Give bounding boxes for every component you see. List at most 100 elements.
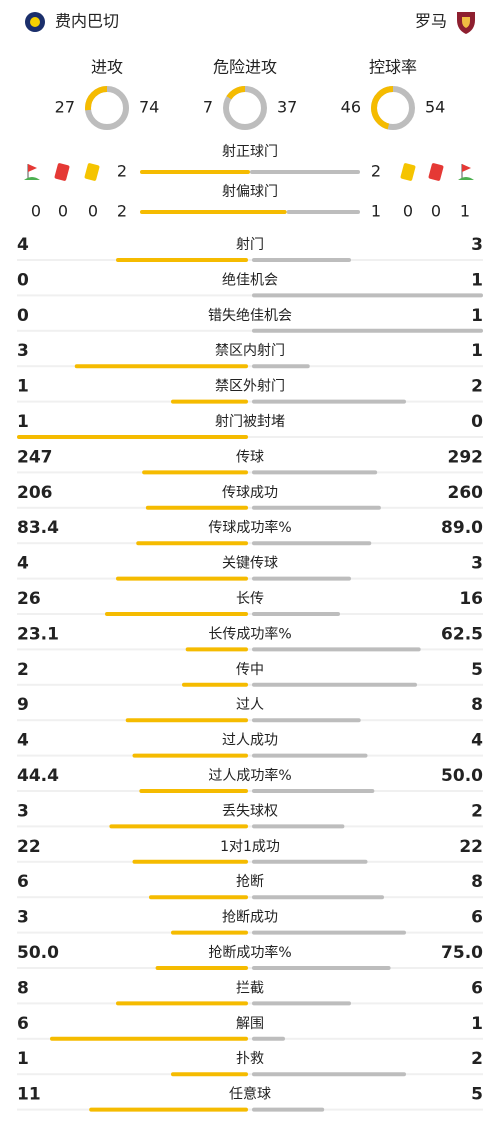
stat-track: [17, 613, 483, 615]
stat-home: 4: [17, 731, 29, 751]
stat-home-bar: [74, 364, 248, 369]
away-red-card-icon: [428, 163, 444, 181]
stat-home-bar: [145, 505, 248, 510]
stat-home: 1: [17, 412, 29, 432]
stat-away-bar: [252, 1001, 351, 1006]
stat-home: 6: [17, 872, 29, 892]
stat-track: [17, 259, 483, 261]
stat-away-bar: [252, 505, 381, 510]
stat-label: 射门被封堵: [215, 414, 285, 430]
stat-away-bar: [252, 859, 368, 864]
away-yellow-card-icon: [400, 163, 416, 181]
stat-home-bar: [149, 895, 248, 900]
stat-away-bar: [252, 930, 406, 935]
stat-home-bar: [125, 718, 248, 723]
stat-away-bar: [252, 541, 372, 546]
stat-track: [17, 329, 483, 332]
stat-away-bar: [252, 682, 417, 687]
home-red-card-icon: [54, 163, 70, 181]
stat-away-bar: [252, 328, 483, 333]
stat-track: [17, 542, 483, 545]
donut-home: 27: [55, 98, 75, 117]
stat-home-bar: [155, 966, 248, 970]
stat-home: 2: [17, 660, 29, 680]
stat-home: 1: [17, 377, 29, 397]
away-corner-icon: [458, 164, 474, 180]
stat-away-bar: [252, 647, 421, 652]
stat-away-bar: [252, 399, 406, 404]
stat-away: 1: [471, 306, 483, 326]
stat-away: 62.5: [441, 624, 483, 644]
stat-track: [17, 1002, 483, 1005]
stat-away-bar: [252, 789, 375, 793]
stat-away-bar: [252, 1072, 406, 1077]
shot-home: 2: [117, 162, 127, 181]
stat-track: [17, 1037, 483, 1040]
stat-away-bar: [252, 753, 368, 758]
stat-home-bar: [105, 612, 248, 616]
stat-home-bar: [182, 682, 248, 687]
stat-home: 22: [17, 837, 41, 857]
stat-home-bar: [116, 258, 248, 262]
stat-home-bar: [185, 647, 248, 652]
stat-label: 过人成功率%: [208, 767, 291, 784]
stat-home: 3: [17, 908, 29, 928]
stat-track: [17, 790, 483, 792]
home-logo-inner: [30, 17, 40, 27]
stat-home: 11: [17, 1085, 41, 1105]
stat-track: [17, 1108, 483, 1111]
stat-track: [17, 683, 483, 686]
stat-home-bar: [109, 824, 249, 829]
stat-away: 6: [471, 978, 483, 998]
stat-track: [17, 400, 483, 403]
stat-track: [17, 719, 483, 722]
stat-label: 长传成功率%: [208, 625, 291, 642]
stat-home: 206: [17, 483, 53, 503]
shot-home: 2: [117, 202, 127, 221]
stat-home: 247: [17, 447, 53, 467]
stat-away-bar: [252, 824, 345, 829]
stat-label: 丢失球权: [222, 803, 278, 819]
shot-home-bar: [140, 170, 250, 174]
donut-home: 46: [341, 98, 361, 117]
home-corner-icon: [24, 164, 40, 180]
stat-away-bar: [252, 364, 310, 369]
stat-home-bar: [50, 1036, 248, 1041]
stat-track: [17, 471, 483, 474]
stat-label: 传球: [236, 449, 264, 465]
stat-label: 任意球: [229, 1086, 271, 1103]
stat-away-bar: [252, 966, 391, 970]
stat-away: 292: [448, 447, 484, 467]
donut-away: 37: [277, 98, 297, 117]
stat-label: 1对1成功: [220, 839, 280, 855]
stat-home-bar: [116, 576, 248, 581]
stat-away: 22: [459, 837, 483, 857]
stat-home: 50.0: [17, 943, 59, 963]
stat-away: 3: [471, 554, 483, 574]
shot-away: 2: [371, 162, 381, 181]
stat-away: 4: [471, 731, 483, 751]
stat-away: 260: [448, 483, 484, 503]
away-team: 罗马: [415, 12, 447, 31]
stat-away-bar: [252, 718, 361, 723]
stat-label: 抢断成功率%: [208, 944, 291, 961]
stat-track: [17, 896, 483, 899]
stat-track: [17, 860, 483, 863]
stat-away: 1: [471, 1014, 483, 1034]
stat-home-bar: [142, 470, 248, 475]
donut-away: 54: [425, 98, 445, 117]
stat-home-bar: [171, 930, 248, 935]
home-corners: 0: [31, 202, 41, 221]
stat-track: [17, 577, 483, 580]
stat-away: 6: [471, 908, 483, 928]
away-red: 0: [431, 202, 441, 221]
stat-away: 89.0: [441, 518, 483, 538]
stat-label: 传球成功: [222, 485, 278, 501]
home-yellow-card-icon: [84, 163, 100, 181]
donut-label: 危险进攻: [213, 58, 277, 77]
stat-away: 50.0: [441, 766, 483, 786]
stat-away-bar: [252, 293, 483, 298]
stat-track: [17, 967, 483, 969]
stat-label: 绝佳机会: [222, 272, 278, 288]
stat-track: [17, 294, 483, 297]
